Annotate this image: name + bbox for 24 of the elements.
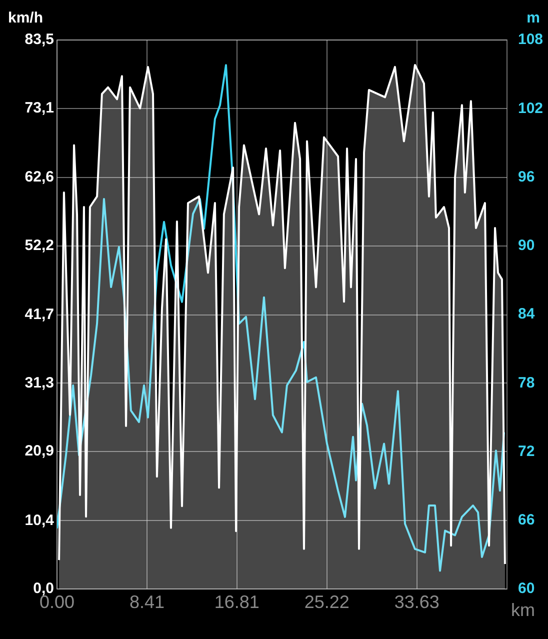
y-tick-label: 31,3 bbox=[24, 374, 54, 392]
y2-tick-label: 78 bbox=[518, 374, 535, 392]
x-tick-label: 33.63 bbox=[394, 592, 440, 612]
y2-tick-label: 102 bbox=[518, 100, 544, 117]
y2-tick-label: 108 bbox=[518, 31, 544, 48]
x-axis-title: km bbox=[511, 600, 535, 620]
y-tick-label: 10,4 bbox=[24, 512, 55, 529]
y2-tick-label: 66 bbox=[518, 512, 535, 529]
x-tick-label: 25.22 bbox=[304, 592, 350, 612]
y-tick-label: 73,1 bbox=[24, 100, 54, 117]
x-tick-label: 8.41 bbox=[129, 592, 165, 612]
y2-axis-title: m bbox=[526, 10, 540, 27]
y-tick-label: 83,5 bbox=[24, 31, 54, 48]
y-axis-title: km/h bbox=[8, 10, 44, 27]
y2-tick-label: 60 bbox=[518, 580, 535, 598]
y-tick-label: 52,2 bbox=[24, 236, 54, 254]
x-tick-label: 16.81 bbox=[214, 592, 260, 612]
y-tick-label: 41,7 bbox=[24, 306, 54, 323]
y2-tick-label: 96 bbox=[518, 168, 535, 186]
y2-tick-label: 84 bbox=[518, 306, 536, 323]
y2-tick-label: 90 bbox=[518, 237, 535, 254]
y-tick-label: 62,6 bbox=[24, 168, 54, 186]
y-tick-label: 20,9 bbox=[24, 442, 54, 460]
y2-tick-label: 72 bbox=[518, 442, 535, 460]
